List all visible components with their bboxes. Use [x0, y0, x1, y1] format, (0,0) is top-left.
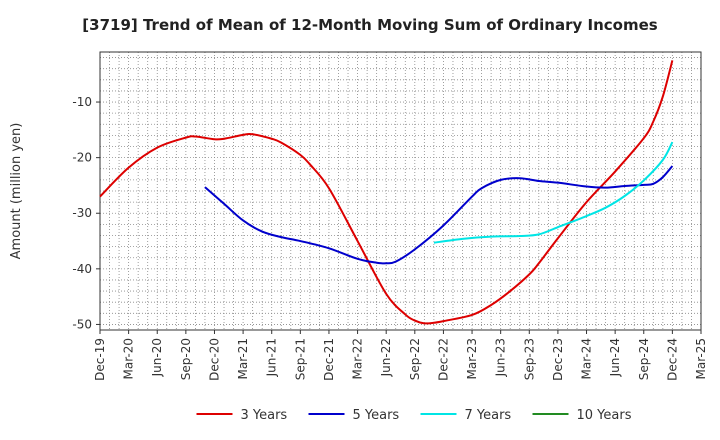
series-line-5-years [204, 165, 674, 265]
legend-label: 5 Years [353, 408, 400, 423]
series-line-7-years [433, 141, 674, 244]
x-tick-label: Mar-25 [694, 338, 708, 379]
legend: 3 Years 5 Years 7 Years 10 Years [196, 408, 632, 423]
series-lines [99, 60, 674, 325]
chart-title: [3719] Trend of Mean of 12-Month Moving … [82, 16, 657, 34]
x-tick-label: Dec-19 [93, 338, 107, 381]
y-tick-label: -30 [72, 206, 92, 220]
x-tick-label: Jun-20 [150, 338, 164, 377]
x-tick-label: Sep-24 [637, 338, 651, 380]
x-tick-label: Mar-23 [465, 338, 479, 379]
x-tick-label: Sep-23 [522, 338, 536, 380]
y-axis-label: Amount (million yen) [9, 123, 24, 260]
y-axis-ticks: -50 -40 -30 -20 -10 [72, 95, 100, 331]
plot-area-frame [99, 51, 702, 331]
legend-label: 10 Years [577, 408, 632, 423]
x-tick-label: Sep-22 [408, 338, 422, 380]
grid-lines [100, 52, 701, 330]
x-tick-label: Mar-21 [236, 338, 250, 379]
x-tick-label: Jun-22 [379, 338, 393, 377]
x-tick-label: Sep-21 [293, 338, 307, 380]
x-tick-label: Dec-24 [665, 338, 679, 381]
x-tick-label: Dec-22 [436, 338, 450, 381]
y-tick-label: -10 [72, 95, 92, 109]
x-tick-label: Dec-20 [208, 338, 222, 381]
legend-label: 7 Years [465, 408, 512, 423]
legend-label: 3 Years [241, 408, 288, 423]
x-tick-label: Mar-24 [580, 338, 594, 379]
x-tick-label: Dec-21 [322, 338, 336, 381]
x-tick-label: Mar-22 [351, 338, 365, 379]
y-tick-label: -40 [72, 262, 92, 276]
x-tick-label: Jun-23 [494, 338, 508, 377]
x-tick-label: Mar-20 [122, 338, 136, 379]
x-axis-ticks: Dec-19 Mar-20 Jun-20 Sep-20 Dec-20 Mar-21 Jun-… [93, 330, 708, 381]
x-tick-label: Dec-23 [551, 338, 565, 381]
series-line-3-years [99, 60, 674, 325]
x-tick-label: Jun-21 [265, 338, 279, 377]
y-tick-label: -20 [72, 151, 92, 165]
y-tick-label: -50 [72, 317, 92, 331]
x-tick-label: Jun-24 [608, 338, 622, 377]
x-tick-label: Sep-20 [179, 338, 193, 380]
